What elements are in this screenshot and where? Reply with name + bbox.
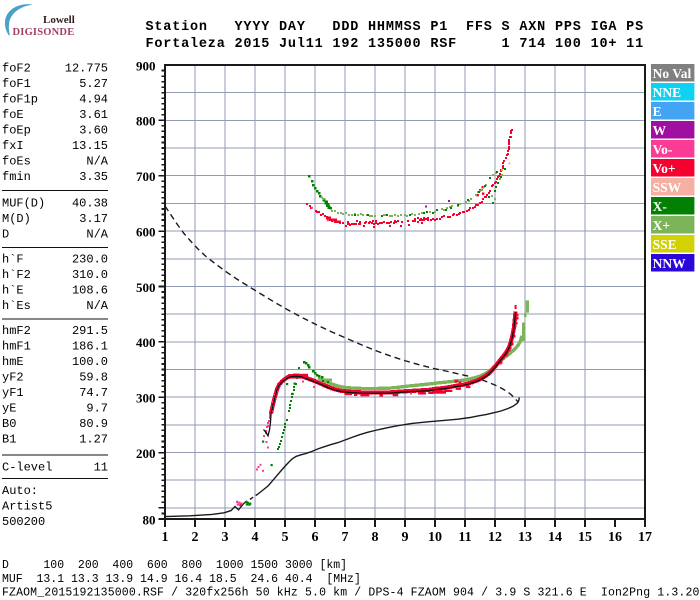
svg-text:10: 10: [428, 530, 442, 545]
svg-text:foF1p: foF1p: [2, 93, 38, 107]
svg-text:5: 5: [282, 530, 289, 545]
svg-text:6: 6: [312, 530, 319, 545]
svg-text:14: 14: [548, 530, 562, 545]
svg-text:hmF1: hmF1: [2, 340, 31, 354]
svg-text:800: 800: [136, 114, 156, 129]
svg-text:X+: X+: [653, 218, 670, 233]
svg-text:foF2: foF2: [2, 62, 31, 76]
svg-text:Fortaleza 2015 Jul11 192 13500: Fortaleza 2015 Jul11 192 135000 RSF 1 71…: [146, 37, 644, 52]
svg-text:FZAOM_2015192135000.RSF / 320f: FZAOM_2015192135000.RSF / 320fx256h 50 k…: [2, 587, 700, 600]
svg-text:59.8: 59.8: [79, 371, 108, 385]
svg-text:B0: B0: [2, 417, 16, 431]
svg-text:3.60: 3.60: [79, 124, 108, 138]
svg-text:80.9: 80.9: [79, 417, 108, 431]
svg-text:MUF(D): MUF(D): [2, 197, 45, 211]
svg-text:108.6: 108.6: [72, 284, 108, 298]
svg-text:yF2: yF2: [2, 371, 24, 385]
svg-text:E: E: [653, 104, 662, 119]
svg-text:600: 600: [136, 224, 156, 239]
svg-text:4: 4: [252, 530, 259, 545]
svg-text:13: 13: [518, 530, 532, 545]
svg-text:80: 80: [143, 512, 156, 527]
svg-text:4.94: 4.94: [79, 93, 108, 107]
svg-text:3.17: 3.17: [79, 212, 108, 226]
svg-text:900: 900: [136, 58, 156, 73]
svg-text:NNE: NNE: [653, 85, 682, 100]
svg-text:No Val: No Val: [653, 66, 692, 81]
svg-text:Station YYYY DAY DDD HHMMS: Station YYYY DAY DDD HHMMSS P1 FFS S AXN…: [146, 20, 644, 35]
svg-text:fmin: fmin: [2, 170, 31, 184]
svg-text:foE: foE: [2, 108, 24, 122]
svg-text:Lowell: Lowell: [43, 14, 75, 26]
svg-text:15: 15: [578, 530, 592, 545]
svg-text:N/A: N/A: [86, 299, 108, 313]
svg-text:h`Es: h`Es: [2, 299, 31, 313]
svg-text:foF1: foF1: [2, 77, 31, 91]
svg-text:291.5: 291.5: [72, 324, 108, 338]
svg-text:Vo+: Vo+: [653, 161, 676, 176]
svg-text:700: 700: [136, 169, 156, 184]
svg-text:DIGISONDE: DIGISONDE: [13, 27, 75, 38]
svg-text:9: 9: [402, 530, 409, 545]
svg-text:186.1: 186.1: [72, 340, 108, 354]
svg-text:SSW: SSW: [653, 180, 682, 195]
svg-text:200: 200: [136, 446, 156, 461]
svg-text:Vo-: Vo-: [653, 142, 673, 157]
svg-text:40.38: 40.38: [72, 197, 108, 211]
svg-text:yE: yE: [2, 402, 16, 416]
svg-text:17: 17: [638, 530, 652, 545]
svg-text:100.0: 100.0: [72, 355, 108, 369]
svg-text:hmE: hmE: [2, 355, 24, 369]
svg-text:M(D): M(D): [2, 212, 31, 226]
svg-text:11: 11: [458, 530, 471, 545]
svg-text:16: 16: [608, 530, 622, 545]
svg-text:h`F2: h`F2: [2, 268, 31, 282]
svg-text:500200: 500200: [2, 515, 45, 529]
svg-text:foEp: foEp: [2, 124, 31, 138]
svg-text:13.15: 13.15: [72, 139, 108, 153]
svg-text:74.7: 74.7: [79, 386, 108, 400]
svg-text:N/A: N/A: [86, 155, 108, 169]
svg-text:yF1: yF1: [2, 386, 24, 400]
svg-text:Auto:: Auto:: [2, 484, 38, 498]
svg-text:500: 500: [136, 280, 156, 295]
svg-text:Artist5: Artist5: [2, 500, 52, 514]
svg-text:X-: X-: [653, 199, 667, 214]
svg-text:foEs: foEs: [2, 155, 31, 169]
svg-text:310.0: 310.0: [72, 268, 108, 282]
svg-text:7: 7: [342, 530, 349, 545]
svg-text:11: 11: [94, 461, 108, 475]
svg-text:8: 8: [372, 530, 379, 545]
svg-text:D: D: [2, 228, 9, 242]
svg-text:D 100 200 400 600 800: D 100 200 400 600 800 1000 1500 3000 [km…: [2, 559, 347, 572]
svg-text:W: W: [653, 123, 667, 138]
svg-text:fxI: fxI: [2, 139, 24, 153]
svg-text:2: 2: [192, 530, 199, 545]
svg-text:12: 12: [488, 530, 502, 545]
svg-text:3: 3: [222, 530, 229, 545]
svg-text:h`E: h`E: [2, 284, 24, 298]
svg-text:hmF2: hmF2: [2, 324, 31, 338]
svg-text:230.0: 230.0: [72, 253, 108, 267]
svg-text:400: 400: [136, 335, 156, 350]
svg-text:MUF 13.1 13.3 13.9 14.9 16.4: MUF 13.1 13.3 13.9 14.9 16.4 18.5 24.6 4…: [2, 573, 361, 586]
svg-text:h`F: h`F: [2, 253, 24, 267]
svg-text:SSE: SSE: [653, 237, 677, 252]
svg-text:3.35: 3.35: [79, 170, 108, 184]
svg-text:N/A: N/A: [86, 228, 108, 242]
svg-text:5.27: 5.27: [79, 77, 108, 91]
svg-text:NNW: NNW: [653, 256, 686, 271]
svg-text:9.7: 9.7: [86, 402, 108, 416]
svg-text:1.27: 1.27: [79, 433, 108, 447]
svg-text:C-level: C-level: [2, 461, 52, 475]
svg-text:12.775: 12.775: [65, 62, 108, 76]
svg-text:1: 1: [162, 530, 169, 545]
svg-text:300: 300: [136, 391, 156, 406]
svg-text:3.61: 3.61: [79, 108, 108, 122]
svg-text:B1: B1: [2, 433, 16, 447]
